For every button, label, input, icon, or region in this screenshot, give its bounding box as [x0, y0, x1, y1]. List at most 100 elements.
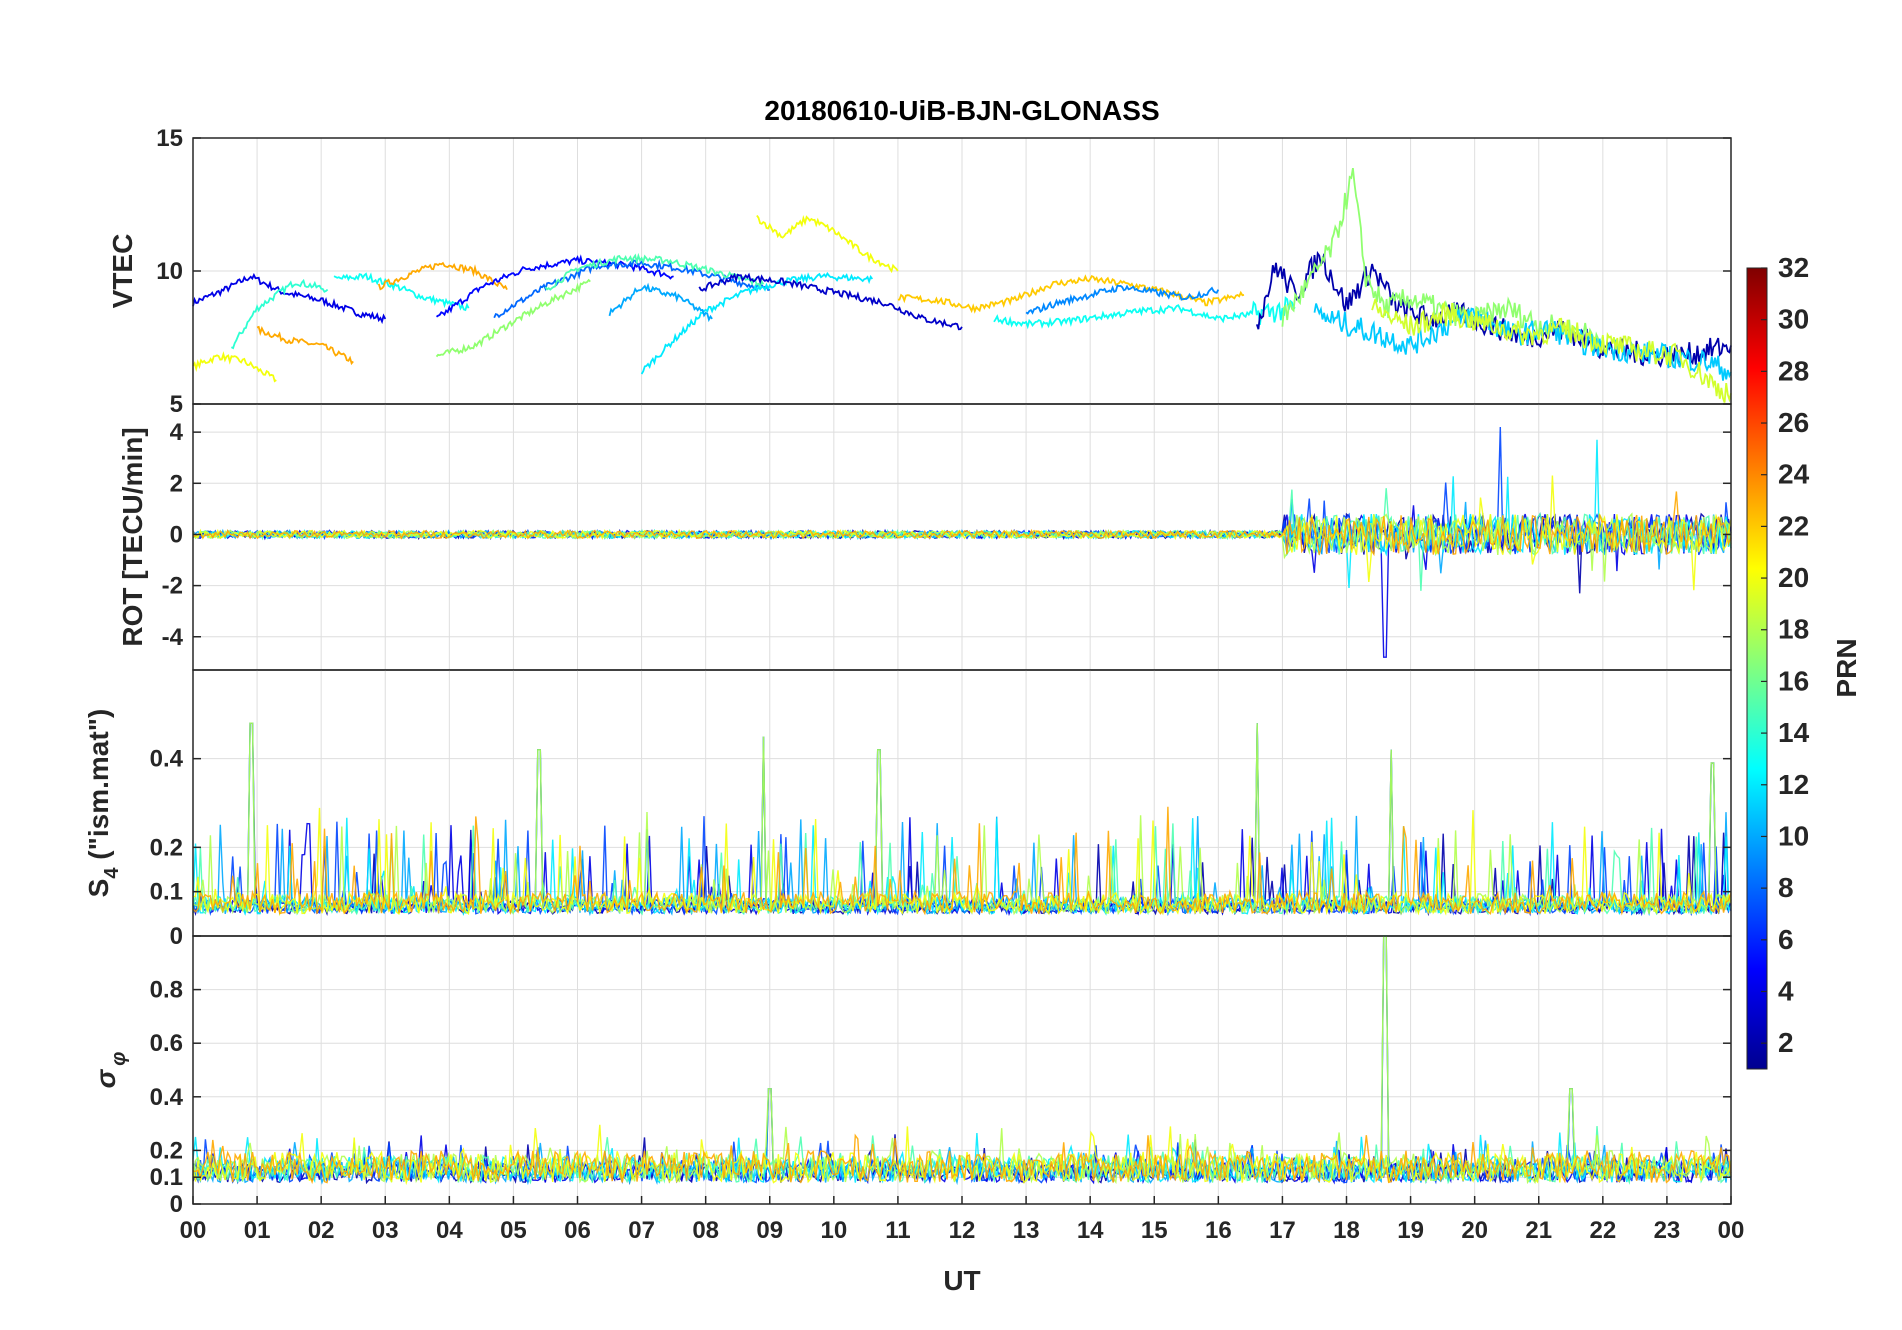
y-tick-label: 0: [170, 1191, 183, 1218]
vtec-traces: [192, 167, 1732, 403]
vtec-series-line: [1313, 303, 1732, 381]
x-tick-label: 19: [1397, 1217, 1424, 1244]
colorbar-label: PRN: [1831, 638, 1862, 697]
y-tick-label: 0.1: [150, 879, 183, 906]
vtec-grid: [193, 138, 1731, 404]
y-tick-label: 2: [170, 470, 183, 497]
y-tick-label: 0.4: [150, 746, 184, 773]
panel-sigma-phi: 00.10.2 0.4 0.6 0.8 σφ: [90, 935, 1732, 1218]
sigma-ylabel: σφ: [90, 1052, 130, 1089]
rot-traces: [192, 426, 1732, 658]
vtec-series-line: [698, 272, 963, 331]
colorbar-tick-label: 16: [1778, 665, 1809, 696]
vtec-series-line: [192, 351, 277, 383]
y-tick-label: 0.2: [150, 1137, 183, 1164]
colorbar-tick-label: 22: [1778, 510, 1809, 541]
colorbar-tick-label: 12: [1778, 769, 1809, 800]
x-tick-label: 03: [372, 1217, 399, 1244]
sigma-yticks: 00.10.2 0.4 0.6 0.8: [150, 977, 1731, 1218]
rot-series-line: [192, 475, 1732, 591]
s4-series-line: [192, 806, 1732, 916]
sigma-traces: [192, 935, 1732, 1186]
x-tick-label: 12: [949, 1217, 976, 1244]
vtec-series-line: [897, 274, 1245, 314]
y-tick-label: 5: [170, 391, 183, 418]
colorbar-tick-label: 10: [1778, 820, 1809, 851]
colorbar-tick-label: 8: [1778, 872, 1794, 903]
panel-vtec: 5 10 15 VTEC: [107, 125, 1732, 418]
colorbar-tick-label: 32: [1778, 252, 1809, 283]
vtec-series-line: [640, 271, 874, 375]
sigma-series-line: [192, 1133, 1732, 1185]
x-tick-label: 04: [436, 1217, 463, 1244]
x-tick-label: 08: [692, 1217, 719, 1244]
vtec-series-line: [1025, 284, 1220, 315]
vtec-series-line: [192, 272, 387, 325]
s4-yticks: 0 0.1 0.2 0.4: [150, 746, 1731, 950]
x-ticks: 00 01 02 03 04 05 06 07 08 09 10 11 12 13 14 15 16 17 18 19…: [180, 1196, 1745, 1244]
x-tick-label: 17: [1269, 1217, 1296, 1244]
y-tick-label: 15: [156, 125, 183, 152]
x-tick-label: 23: [1654, 1217, 1681, 1244]
x-tick-label: 05: [500, 1217, 527, 1244]
chart-title: 20180610-UiB-BJN-GLONASS: [764, 95, 1159, 126]
x-tick-label: 16: [1205, 1217, 1232, 1244]
vtec-series-line: [435, 254, 674, 318]
colorbar-tick-label: 24: [1778, 459, 1810, 490]
vtec-yticks: 5 10 15: [156, 125, 1731, 418]
x-tick-label: 07: [628, 1217, 655, 1244]
vtec-series-line: [493, 259, 771, 319]
vtec-series-line: [256, 325, 354, 366]
colorbar-tick-label: 18: [1778, 614, 1809, 645]
y-tick-label: 0.1: [150, 1164, 183, 1191]
rot-ylabel: ROT [TECU/min]: [117, 427, 148, 646]
y-tick-label: 0.4: [150, 1084, 184, 1111]
x-tick-label: 10: [820, 1217, 847, 1244]
x-axis-label: UT: [943, 1265, 980, 1296]
colorbar-tick-label: 2: [1778, 1027, 1794, 1058]
y-tick-label: 10: [156, 258, 183, 285]
x-tick-label: 00: [180, 1217, 207, 1244]
vtec-series-line: [608, 282, 713, 323]
rot-series-line: [192, 491, 1732, 557]
vtec-series-line: [377, 261, 508, 291]
panel-rot: -4 -2 0 2 4 ROT [TECU/min]: [117, 403, 1732, 671]
y-tick-label: 0.2: [150, 834, 183, 861]
x-tick-label: 15: [1141, 1217, 1168, 1244]
x-tick-label: 13: [1013, 1217, 1040, 1244]
vtec-series-line: [230, 278, 329, 350]
vtec-ylabel: VTEC: [107, 234, 138, 309]
s4-ylabel-main: S: [83, 879, 114, 898]
vtec-series-line: [993, 296, 1296, 330]
colorbar-tick-label: 6: [1778, 924, 1794, 955]
x-tick-label: 21: [1525, 1217, 1552, 1244]
y-tick-label: -2: [162, 573, 183, 600]
x-tick-label: 06: [564, 1217, 591, 1244]
vtec-series-line: [435, 278, 591, 358]
colorbar-tick-label: 28: [1778, 355, 1809, 386]
s4-ylabel-rest: ("ism.mat"): [83, 709, 114, 868]
colorbar-tick-label: 26: [1778, 407, 1809, 438]
x-tick-label: 11: [885, 1217, 910, 1244]
x-tick-label: 18: [1333, 1217, 1360, 1244]
y-tick-label: 0.6: [150, 1030, 183, 1057]
colorbar-scale: [1746, 267, 1768, 1070]
s4-ylabel: S4 ("ism.mat"): [83, 709, 123, 898]
x-tick-label: 00: [1718, 1217, 1745, 1244]
colorbar-tick-label: 4: [1778, 975, 1794, 1006]
vtec-series-line: [1371, 298, 1732, 403]
y-tick-label: 0: [170, 521, 183, 548]
sigma-ylabel-main: σ: [90, 1068, 121, 1088]
x-tick-label: 22: [1589, 1217, 1616, 1244]
s4-series-line: [192, 807, 1732, 917]
x-tick-label: 20: [1461, 1217, 1488, 1244]
x-tick-label: 02: [308, 1217, 335, 1244]
rot-yticks: -4 -2 0 2 4: [162, 419, 1731, 651]
s4-traces: [192, 722, 1732, 917]
x-tick-label: 09: [756, 1217, 783, 1244]
y-tick-label: 0: [170, 923, 183, 950]
sigma-series-line: [192, 935, 1732, 1185]
